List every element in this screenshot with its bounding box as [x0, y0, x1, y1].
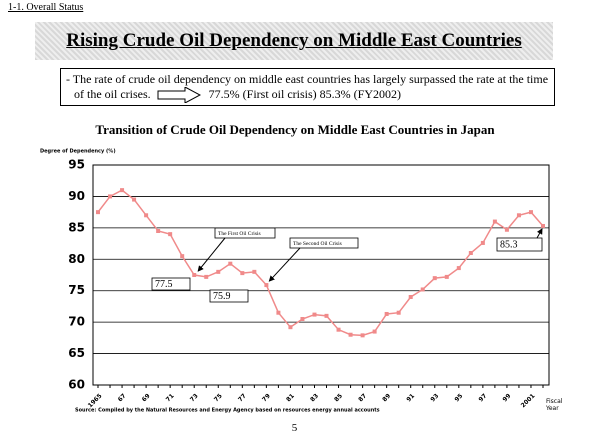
y-tick-label: 95	[68, 158, 85, 172]
data-point	[541, 223, 545, 228]
chart-title: Transition of Crude Oil Dependency on Mi…	[95, 122, 495, 137]
data-line	[97, 189, 544, 337]
data-label: 85.3	[500, 239, 518, 250]
x-tick-label: 93	[429, 393, 440, 404]
data-point	[192, 273, 197, 277]
data-point	[288, 325, 293, 330]
data-point	[444, 274, 449, 279]
arrow-icon	[157, 86, 201, 105]
data-point	[228, 261, 233, 266]
x-tick-label: 95	[453, 393, 464, 404]
y-axis-label: Degree of Dependency (%)	[40, 149, 116, 155]
data-point	[132, 197, 137, 202]
data-point	[516, 213, 521, 218]
x-tick-label: 79	[261, 393, 272, 404]
data-label-box	[151, 277, 191, 291]
data-point	[216, 269, 221, 274]
data-point	[348, 332, 353, 337]
x-tick-label: 97	[477, 393, 488, 404]
data-point	[300, 317, 305, 321]
y-tick-label: 75	[68, 283, 85, 297]
y-tick-label: 70	[68, 315, 85, 329]
data-label-box	[209, 289, 249, 303]
x-tick-label: 77	[237, 393, 248, 404]
data-label: 77.5	[155, 279, 173, 290]
x-tick-label: 85	[333, 393, 344, 404]
x-tick-label: 69	[141, 393, 152, 404]
data-point	[180, 254, 185, 259]
data-point	[408, 295, 413, 299]
x-tick-label: 91	[405, 393, 416, 404]
plot-area	[92, 164, 550, 386]
x-tick-label: 2001	[520, 393, 537, 410]
annotation: The First Oil Crisis	[218, 231, 261, 237]
data-point	[204, 274, 209, 279]
y-tick-label: 80	[68, 252, 85, 266]
data-point	[312, 312, 317, 317]
annotation-box	[289, 237, 359, 249]
data-point	[420, 287, 425, 292]
data-point	[252, 269, 257, 274]
summary-box: - The rate of crude oil dependency on mi…	[60, 68, 555, 106]
data-point	[108, 194, 113, 199]
data-label-box	[496, 237, 543, 252]
data-point	[168, 232, 173, 237]
data-point	[156, 229, 161, 233]
data-point	[480, 240, 485, 245]
data-point	[528, 210, 533, 215]
data-point	[240, 271, 245, 276]
data-point	[396, 310, 401, 315]
data-point	[372, 329, 377, 334]
data-point	[96, 210, 100, 215]
x-tick-label: 81	[285, 393, 296, 404]
data-label-arrow	[536, 228, 543, 239]
annotation-arrow	[268, 247, 301, 282]
data-point	[144, 213, 149, 218]
x-tick-label: 75	[213, 393, 224, 404]
y-tick-label: 65	[68, 346, 85, 360]
data-point	[324, 313, 329, 318]
banner-title: Rising Crude Oil Dependency on Middle Ea…	[66, 30, 522, 51]
data-point	[384, 311, 389, 316]
data-point	[264, 283, 269, 288]
data-point	[432, 276, 437, 281]
data-point	[276, 310, 281, 315]
summary-text: - The rate of crude oil dependency on mi…	[66, 72, 549, 105]
data-point	[492, 219, 497, 224]
section-label: 1-1. Overall Status	[8, 2, 84, 13]
data-point	[360, 333, 365, 338]
banner: Rising Crude Oil Dependency on Middle Ea…	[35, 22, 553, 60]
x-tick-label: 67	[117, 393, 128, 404]
y-tick-label: 60	[68, 378, 85, 392]
source-note: Source: Compiled by the Natural Resource…	[75, 408, 380, 414]
y-tick-label: 85	[68, 220, 85, 234]
annotation-arrow	[197, 237, 226, 272]
x-tick-label: 99	[502, 393, 513, 404]
data-point	[504, 227, 509, 232]
data-point	[468, 251, 473, 255]
annotation-box	[214, 227, 276, 239]
summary-highlight: 77.5% (First oil crisis) 85.3% (FY2002)	[208, 87, 401, 101]
data-point	[336, 327, 341, 332]
x-tick-label: 71	[165, 393, 176, 404]
x-tick-label: 73	[189, 393, 200, 404]
x-tick-label: 87	[357, 393, 368, 404]
x-axis-label: Fiscal Year	[546, 398, 563, 412]
y-tick-label: 90	[68, 189, 85, 203]
data-point	[120, 188, 125, 193]
summary-sentence: - The rate of crude oil dependency on mi…	[66, 72, 549, 101]
x-tick-label: 89	[381, 393, 392, 404]
x-tick-label: 83	[309, 393, 320, 404]
page-number: 5	[291, 422, 298, 434]
annotation: The Second Oil Crisis	[293, 241, 342, 247]
data-label: 75.9	[213, 291, 231, 302]
data-point	[456, 266, 461, 271]
